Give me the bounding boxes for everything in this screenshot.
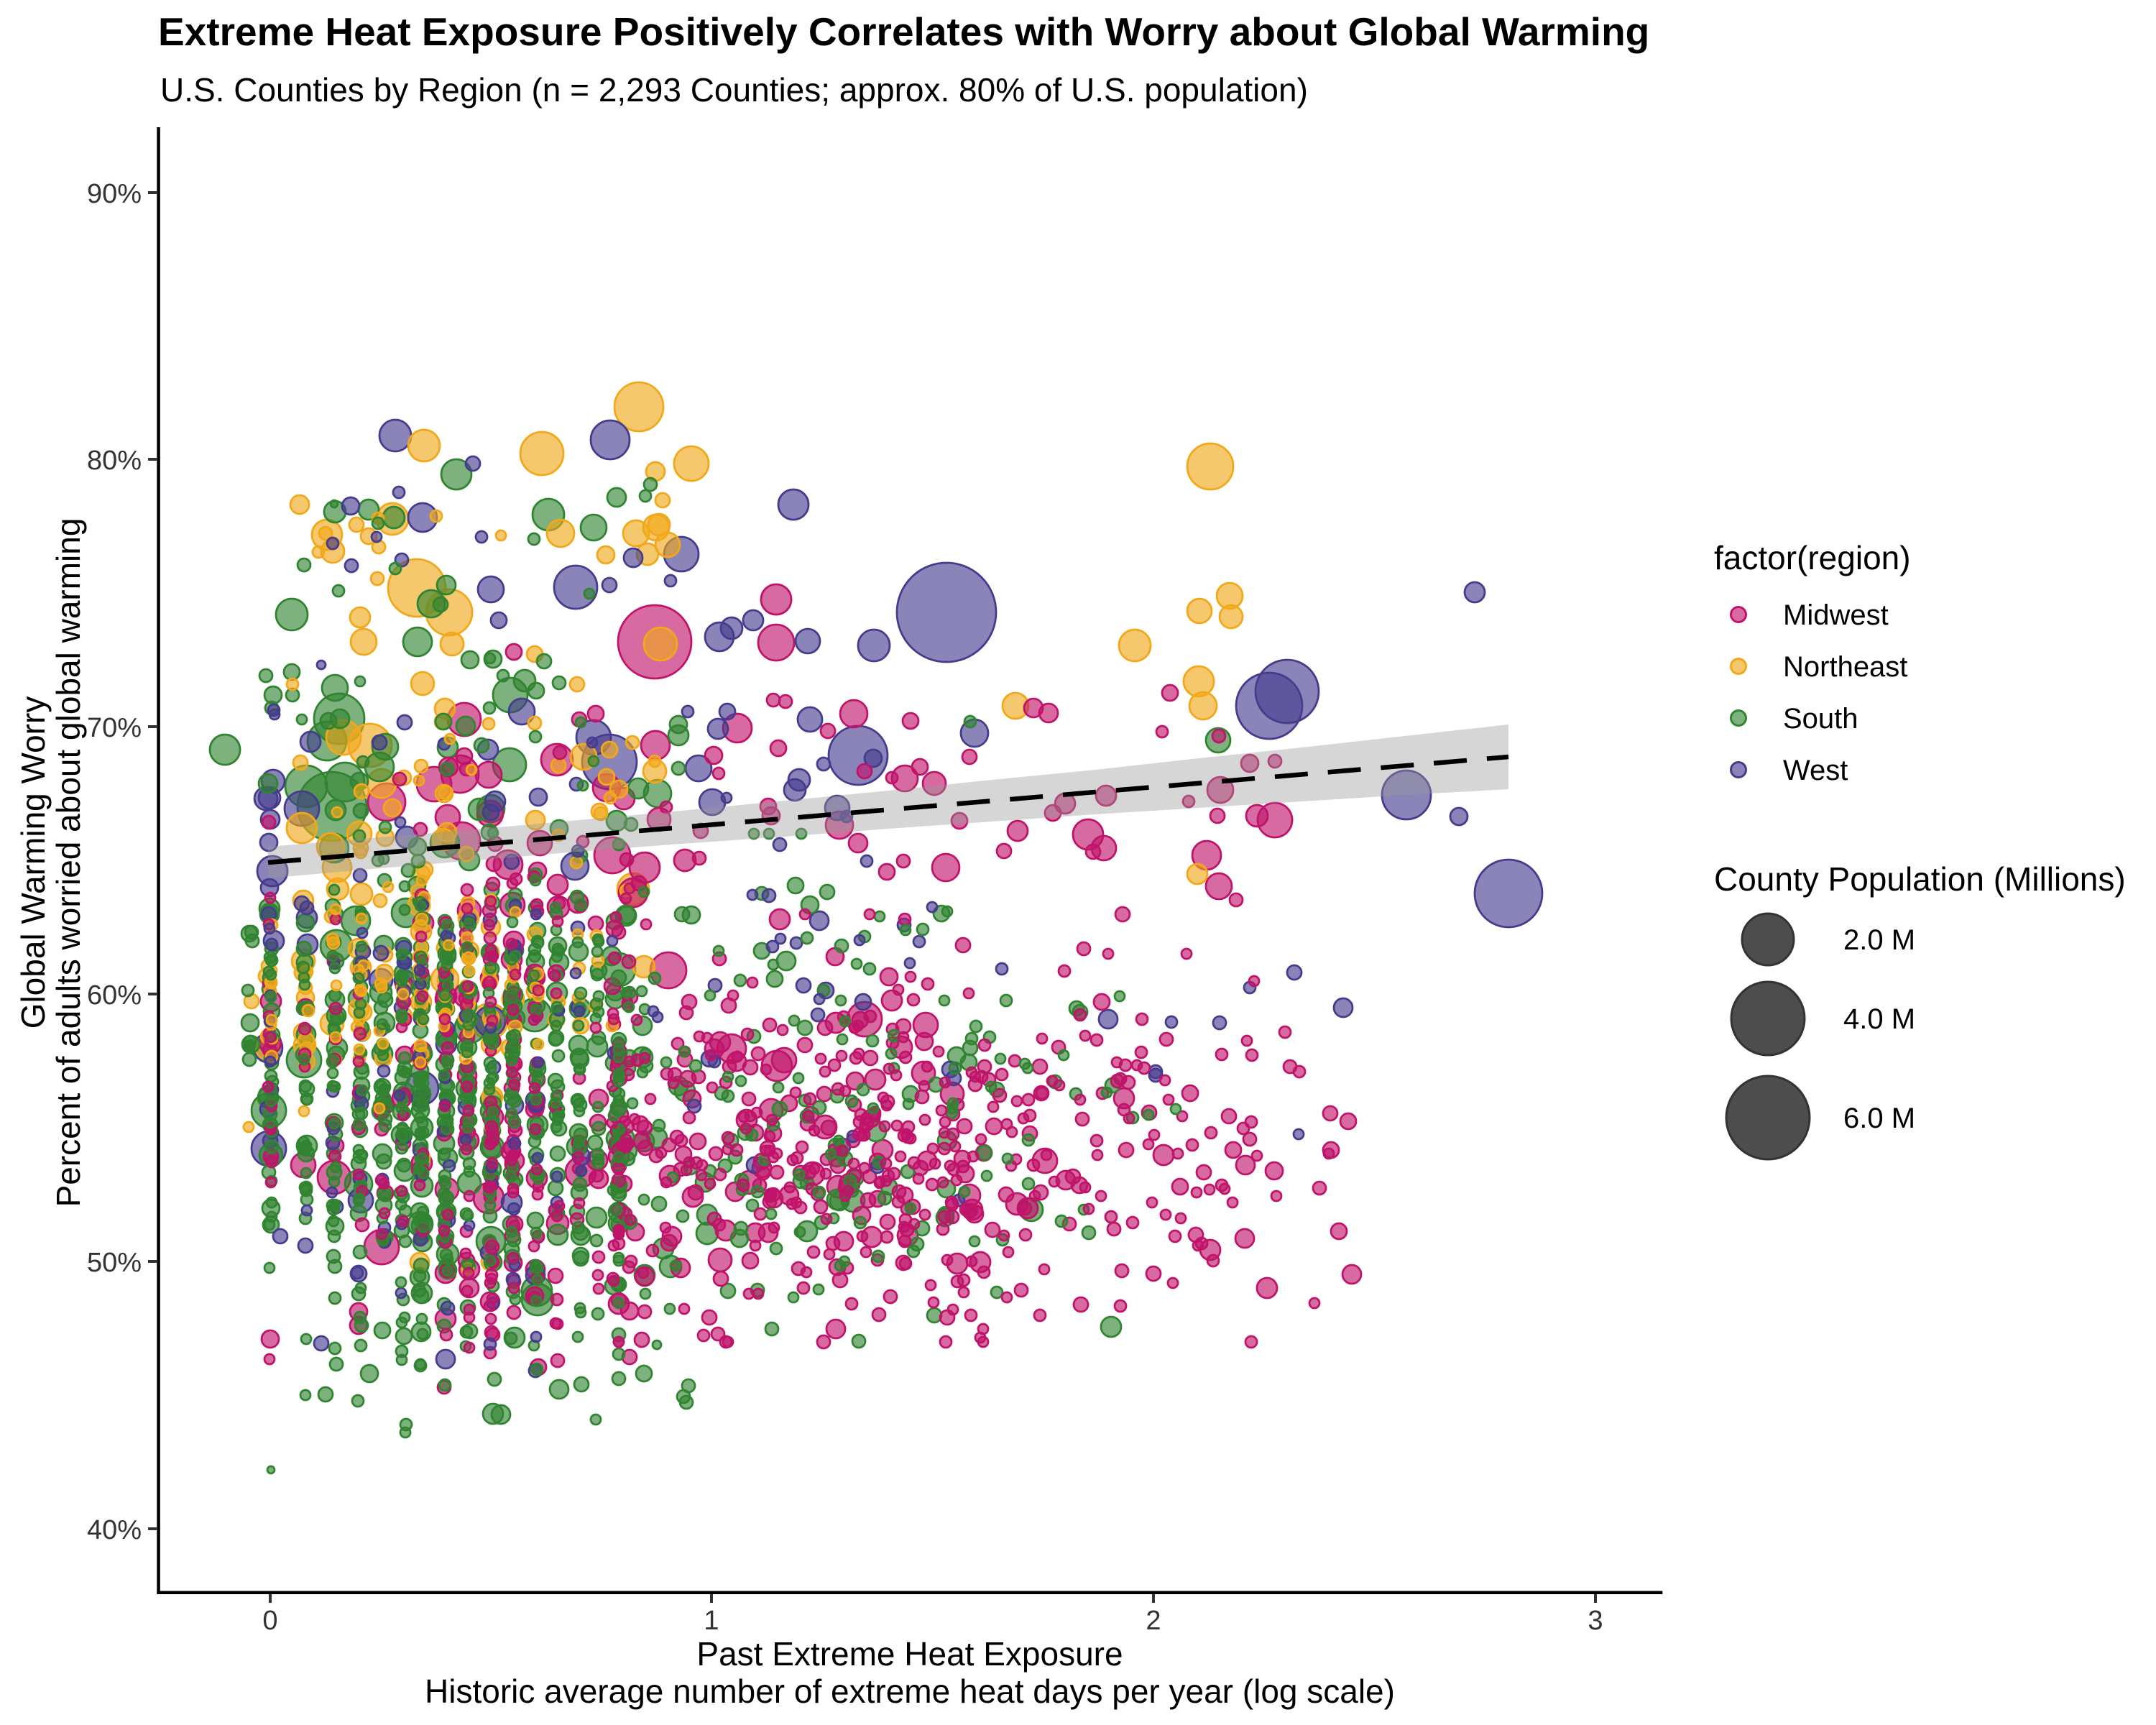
svg-text:2: 2 — [1146, 1606, 1161, 1636]
svg-text:1: 1 — [704, 1606, 719, 1636]
svg-text:6.0 M: 6.0 M — [1843, 1103, 1915, 1134]
svg-text:50%: 50% — [87, 1248, 142, 1278]
svg-text:60%: 60% — [87, 980, 142, 1011]
svg-text:factor(region): factor(region) — [1714, 539, 1911, 576]
svg-text:80%: 80% — [87, 446, 142, 476]
svg-text:County Population (Millions): County Population (Millions) — [1714, 860, 2126, 898]
svg-text:Past Extreme Heat Exposure: Past Extreme Heat Exposure — [696, 1635, 1123, 1673]
svg-text:Midwest: Midwest — [1783, 599, 1889, 631]
svg-text:2.0 M: 2.0 M — [1843, 924, 1915, 956]
svg-text:70%: 70% — [87, 713, 142, 743]
svg-text:Historic average number of ext: Historic average number of extreme heat … — [425, 1673, 1395, 1710]
svg-text:40%: 40% — [87, 1515, 142, 1545]
svg-text:0: 0 — [262, 1606, 277, 1636]
svg-text:U.S. Counties by Region (n = 2: U.S. Counties by Region (n = 2,293 Count… — [160, 71, 1308, 109]
svg-text:South: South — [1783, 703, 1858, 735]
svg-text:90%: 90% — [87, 179, 142, 209]
svg-text:4.0 M: 4.0 M — [1843, 1003, 1915, 1035]
svg-text:3: 3 — [1588, 1606, 1603, 1636]
svg-text:Northeast: Northeast — [1783, 651, 1907, 683]
svg-text:Percent of adults worried abou: Percent of adults worried about global w… — [50, 518, 87, 1208]
svg-text:Extreme Heat Exposure Positive: Extreme Heat Exposure Positively Correla… — [158, 9, 1649, 54]
svg-text:Global Warming Worry: Global Warming Worry — [14, 696, 52, 1029]
svg-text:West: West — [1783, 755, 1848, 786]
